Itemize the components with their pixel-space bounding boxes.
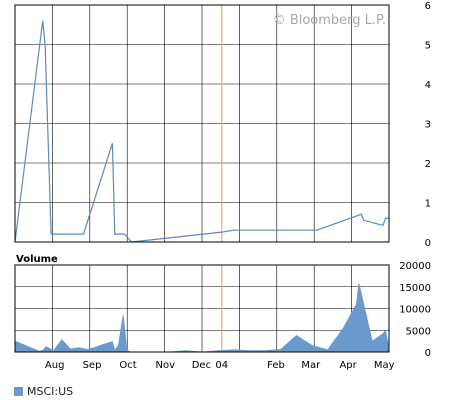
bloomberg-watermark: © Bloomberg L.P. [273, 13, 386, 28]
legend-label: MSCI:US [27, 384, 74, 398]
x-tick-label: Sep [83, 360, 102, 371]
y-tick-label: 20000 [399, 261, 431, 272]
x-tick-label: May [374, 360, 395, 371]
y-tick-label: 4 [425, 80, 431, 91]
price-chart-frame [14, 4, 390, 243]
y-tick-label: 1 [425, 199, 431, 210]
x-tick-label: Feb [267, 360, 285, 371]
y-tick-label: 6 [425, 1, 431, 12]
x-tick-label: Oct [119, 360, 136, 371]
x-tick-label: Aug [45, 360, 65, 371]
x-tick-label: 04 [215, 360, 228, 371]
volume-chart-grid [15, 265, 389, 352]
x-tick-label: Mar [301, 360, 321, 371]
legend: MSCI:US [14, 384, 73, 398]
y-tick-label: 0 [425, 348, 431, 359]
volume-title: Volume [16, 254, 58, 265]
x-tick-label: Nov [156, 360, 176, 371]
x-tick-label: Apr [339, 360, 357, 371]
y-tick-label: 3 [425, 120, 431, 131]
price-y-axis-ticks: 0 1 2 3 4 5 6 [425, 1, 431, 249]
volume-chart-frame [14, 264, 390, 353]
x-axis-month-labels: Aug Sep Oct Nov Dec 04 Feb Mar Apr May [45, 360, 395, 371]
y-tick-label: 0 [425, 238, 431, 249]
y-tick-label: 15000 [399, 283, 431, 294]
legend-swatch [14, 386, 23, 396]
y-tick-label: 5 [425, 41, 431, 52]
x-tick-label: Dec [192, 360, 211, 371]
price-chart-grid [15, 5, 389, 242]
price-series-line [14, 20, 389, 243]
y-tick-label: 10000 [399, 305, 431, 316]
y-tick-label: 5000 [406, 326, 431, 337]
y-tick-label: 2 [425, 159, 431, 170]
volume-y-axis-ticks: 0 5000 10000 15000 20000 [399, 261, 431, 359]
